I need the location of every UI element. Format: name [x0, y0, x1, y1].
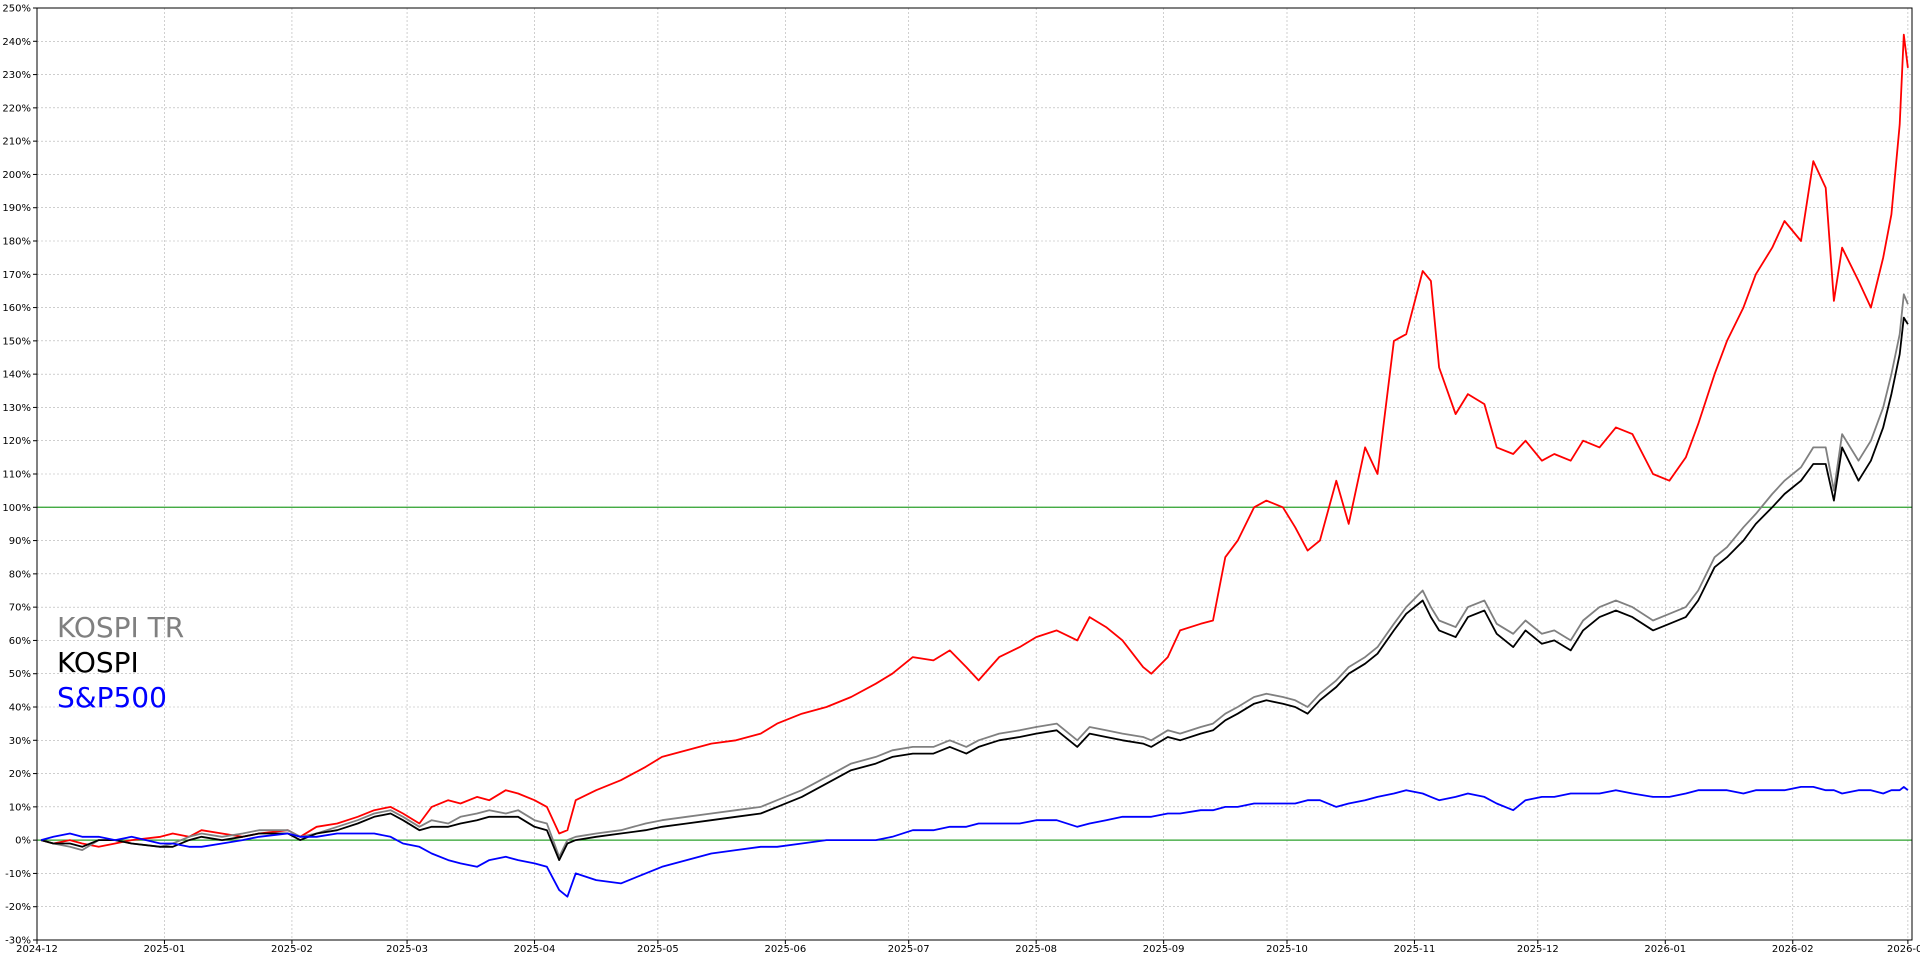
x-tick-label: 2025-06: [764, 944, 806, 955]
y-tick-label: 0%: [15, 836, 31, 847]
x-tick-label: 2025-05: [637, 944, 679, 955]
y-tick-label: 250%: [2, 4, 31, 15]
y-tick-label: 10%: [9, 802, 31, 813]
y-tick-label: -20%: [5, 902, 31, 913]
y-axis-ticks: -30% -20% -10% 0% 10% 20% 30% 40% 50% 60% 70% 80% 90…: [2, 4, 37, 947]
series-line-series-1: [40, 33, 1909, 848]
legend-entry: S&P500: [57, 681, 167, 714]
y-tick-label: 80%: [9, 569, 31, 580]
x-tick-label: 2025-10: [1266, 944, 1308, 955]
y-tick-label: 70%: [9, 603, 31, 614]
y-tick-label: 130%: [2, 403, 31, 414]
y-tick-label: -30%: [5, 936, 31, 947]
x-tick-label: 2025-12: [1517, 944, 1559, 955]
series-line-kospi: [40, 316, 1909, 861]
y-tick-label: 210%: [2, 137, 31, 148]
y-tick-label: 150%: [2, 336, 31, 347]
x-tick-label: 2025-01: [144, 944, 186, 955]
y-tick-label: 120%: [2, 436, 31, 447]
y-tick-label: 180%: [2, 237, 31, 248]
y-tick-label: 30%: [9, 736, 31, 747]
legend-entry: KOSPI: [57, 646, 139, 679]
y-tick-label: 140%: [2, 370, 31, 381]
y-tick-label: 200%: [2, 170, 31, 181]
x-tick-label: 2025-03: [386, 944, 428, 955]
y-tick-label: 40%: [9, 703, 31, 714]
x-tick-label: 2025-11: [1394, 944, 1436, 955]
x-axis-ticks: 2024-12 2025-01 2025-02 2025-03 2025-04 2025-…: [16, 940, 1920, 955]
grid-layer: [36, 7, 1912, 941]
y-tick-label: 160%: [2, 303, 31, 314]
series-layer: [40, 33, 1909, 898]
x-tick-label: 2024-12: [16, 944, 58, 955]
x-tick-label: 2026-03: [1887, 944, 1920, 955]
x-tick-label: 2025-09: [1143, 944, 1185, 955]
y-tick-label: 220%: [2, 103, 31, 114]
x-tick-label: 2026-02: [1772, 944, 1814, 955]
y-tick-label: 110%: [2, 470, 31, 481]
y-tick-label: -10%: [5, 869, 31, 880]
y-tick-label: 170%: [2, 270, 31, 281]
series-line-kospi-tr: [40, 293, 1909, 858]
y-tick-label: 100%: [2, 503, 31, 514]
x-tick-label: 2025-07: [888, 944, 930, 955]
x-tick-label: 2025-04: [514, 944, 556, 955]
y-tick-label: 20%: [9, 769, 31, 780]
reference-lines: [37, 506, 1912, 841]
y-tick-label: 90%: [9, 536, 31, 547]
x-tick-label: 2025-02: [271, 944, 313, 955]
x-tick-label: 2026-01: [1644, 944, 1686, 955]
y-tick-label: 190%: [2, 203, 31, 214]
y-tick-label: 240%: [2, 37, 31, 48]
x-tick-label: 2025-08: [1015, 944, 1057, 955]
y-tick-label: 60%: [9, 636, 31, 647]
series-line-s-p500: [40, 786, 1909, 898]
y-tick-label: 50%: [9, 669, 31, 680]
y-tick-label: 230%: [2, 70, 31, 81]
legend-entry: KOSPI TR: [57, 611, 184, 644]
